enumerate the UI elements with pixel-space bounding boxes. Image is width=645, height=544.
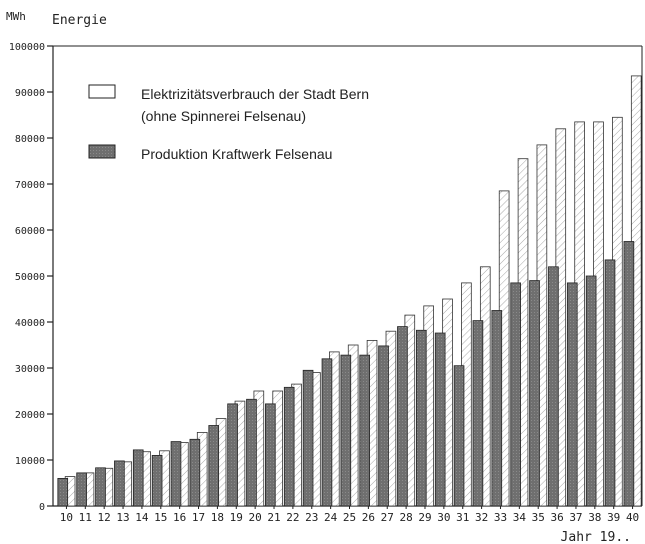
bar-production-25 [340,354,352,507]
y-tick-label: 50000 [15,272,45,283]
bar-production-20 [246,398,257,507]
y-tick-label: 100000 [9,42,45,53]
y-tick-label: 10000 [15,456,45,467]
x-tick-labels: 10 11 12 13 14 15 16 17 18 19 20 21 22 23 24 25 26 27 28 29… [60,506,639,524]
bar-production-32 [472,320,484,507]
x-tick-label: 25 [343,511,356,524]
x-axis-title: Jahr 19.. [561,530,631,544]
y-tick-label: 30000 [15,364,45,375]
x-tick-label: 13 [116,511,129,524]
legend-swatch-consumption [88,84,116,99]
y-tick-label: 70000 [15,180,45,191]
bar-production-28 [397,326,408,507]
x-tick-label: 21 [267,511,280,524]
bar-production-14 [132,449,144,507]
legend-swatch-production [88,144,116,159]
bar-production-12 [95,467,106,507]
x-tick-label: 27 [381,511,394,524]
x-tick-label: 23 [305,511,318,524]
bar-production-34 [510,282,521,507]
x-tick-label: 30 [437,511,450,524]
bar-production-23 [302,369,314,507]
x-tick-label: 39 [607,511,620,524]
y-tick-label: 40000 [15,318,45,329]
y-tick-label: 80000 [15,134,45,145]
legend-label-production: Produktion Kraftwerk Felsenau [141,146,332,162]
bar-production-13 [114,460,125,507]
bar-production-30 [434,332,446,507]
bar-production-29 [415,329,427,507]
x-tick-label: 26 [362,511,375,524]
bar-production-24 [321,358,333,507]
x-tick-label: 36 [550,511,563,524]
bar-production-33 [491,310,503,507]
bar-production-15 [151,454,163,507]
x-tick-label: 11 [79,511,92,524]
bar-production-36 [548,266,559,507]
x-tick-label: 37 [569,511,582,524]
y-tick-label: 90000 [15,88,45,99]
y-tick-labels: 0 10000 20000 30000 40000 50000 60000 70000 8000… [9,42,53,513]
bar-production-39 [604,259,616,507]
y-tick-label: 60000 [15,226,45,237]
bar-production-37 [566,282,578,507]
x-tick-label: 15 [154,511,167,524]
x-tick-label: 29 [418,511,431,524]
bar-production-26 [359,354,370,507]
unit-label: MWh [6,10,26,23]
x-tick-label: 24 [324,511,338,524]
x-tick-label: 19 [230,511,243,524]
x-tick-label: 20 [249,511,262,524]
legend-label-consumption-line2: (ohne Spinnerei Felsenau) [141,108,306,124]
bar-production-40 [623,241,635,507]
x-tick-label: 31 [456,511,469,524]
y-tick-label: 20000 [15,410,45,421]
x-tick-label: 18 [211,511,224,524]
bar-production-31 [453,365,465,507]
x-tick-label: 32 [475,511,488,524]
x-tick-label: 16 [173,511,186,524]
bar-production-35 [529,280,540,507]
bars-group [57,75,642,507]
x-tick-label: 14 [135,511,149,524]
bar-production-11 [76,472,87,507]
x-tick-label: 10 [60,511,73,524]
x-tick-label: 22 [286,511,299,524]
x-tick-label: 38 [588,511,601,524]
bar-production-21 [265,403,276,507]
x-tick-label: 35 [532,511,545,524]
legend-label-consumption-line1: Elektrizitätsverbrauch der Stadt Bern [141,86,369,102]
bar-production-22 [283,386,295,507]
bar-production-38 [585,275,597,507]
bar-production-27 [378,345,389,507]
x-tick-label: 40 [626,511,639,524]
y-axis-title: Energie [52,13,107,28]
y-tick-label: 0 [39,502,45,513]
x-tick-label: 12 [98,511,111,524]
legend: Elektrizitätsverbrauch der Stadt Bern (o… [88,84,369,162]
x-tick-label: 17 [192,511,205,524]
bar-production-19 [227,403,238,507]
bar-production-10 [57,477,69,507]
bar-production-17 [189,438,201,507]
bar-production-16 [170,441,182,507]
x-tick-label: 33 [494,511,507,524]
x-tick-label: 34 [513,511,527,524]
x-tick-label: 28 [399,511,412,524]
bar-production-18 [208,425,220,507]
